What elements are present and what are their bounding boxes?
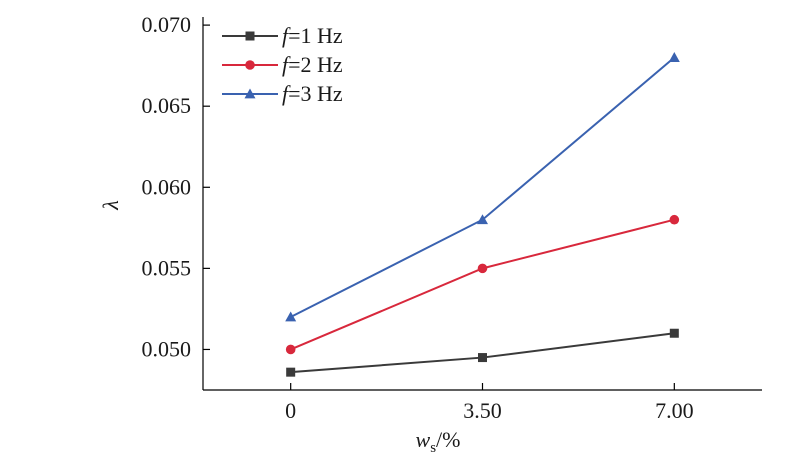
- data-point: [669, 328, 679, 338]
- y-tick-label: 0.070: [142, 12, 192, 37]
- data-point: [285, 311, 297, 322]
- data-point: [286, 367, 296, 377]
- legend-label-var: f: [282, 52, 291, 77]
- x-tick-label: 3.50: [463, 398, 502, 423]
- legend-item-2: f=2 Hz: [222, 52, 343, 77]
- legend-marker: [245, 60, 255, 70]
- legend-label-rest: =2 Hz: [288, 52, 343, 77]
- series-3: [285, 52, 680, 322]
- data-point: [668, 52, 680, 62]
- data-point: [478, 353, 487, 363]
- legend-label: f=2 Hz: [282, 52, 343, 77]
- data-point: [669, 214, 680, 225]
- legend-label-rest: =3 Hz: [288, 81, 343, 106]
- legend-label-var: f: [282, 81, 291, 106]
- data-point: [477, 214, 488, 225]
- series-group: [285, 52, 680, 377]
- series-2: [285, 214, 680, 355]
- x-tick-label: 0: [285, 398, 296, 423]
- x-tick-label: 7.00: [655, 398, 694, 423]
- series-line: [290, 332, 675, 374]
- y-tick-label: 0.050: [142, 336, 192, 361]
- series-1: [286, 328, 679, 377]
- legend: f=1 Hzf=2 Hzf=3 Hz: [222, 23, 343, 106]
- legend-label: f=1 Hz: [282, 23, 343, 48]
- y-tick-label: 0.060: [142, 174, 192, 199]
- x-axis-ticks: 0 3.50 7.00: [285, 383, 694, 423]
- legend-label: f=3 Hz: [282, 81, 343, 106]
- legend-item-1: f=1 Hz: [222, 23, 343, 48]
- y-tick-label: 0.055: [142, 255, 192, 280]
- legend-label-var: f: [282, 23, 291, 48]
- legend-marker: [245, 31, 255, 41]
- x-axis-label-unit: /%: [436, 427, 460, 452]
- series-line: [290, 218, 675, 351]
- x-axis-label-main: w: [416, 427, 431, 452]
- x-axis-label-sub: s: [430, 440, 436, 456]
- y-axis-ticks: 0.050 0.055 0.060 0.065 0.070: [142, 12, 210, 361]
- legend-label-rest: =1 Hz: [288, 23, 343, 48]
- data-point: [285, 344, 296, 355]
- series-line: [290, 56, 675, 318]
- data-point: [477, 263, 488, 274]
- legend-marker: [244, 88, 256, 99]
- x-axis-label: ws/%: [416, 427, 461, 456]
- y-tick-label: 0.065: [142, 93, 192, 118]
- legend-item-3: f=3 Hz: [222, 81, 343, 106]
- y-axis-label: λ: [98, 200, 123, 211]
